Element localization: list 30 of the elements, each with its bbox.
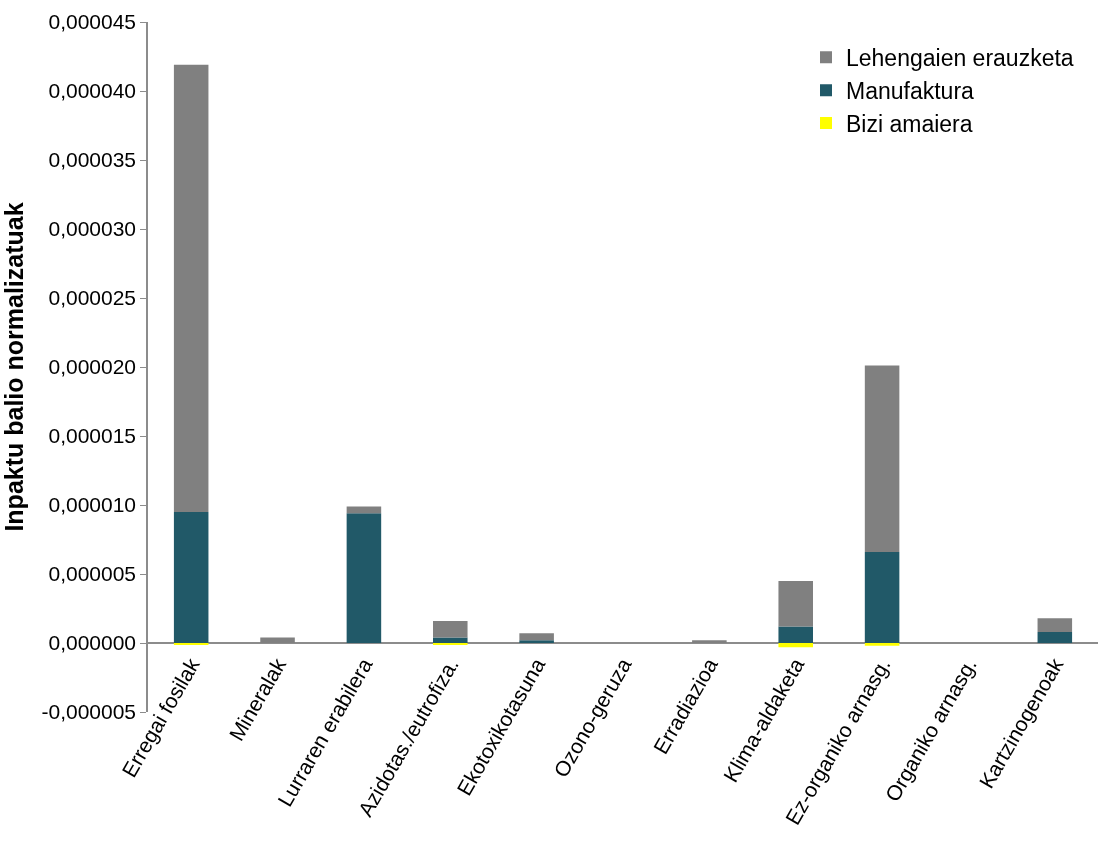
bar [173, 511, 209, 643]
bar [519, 640, 554, 643]
bar [346, 513, 382, 643]
bar [864, 365, 900, 552]
y-tick-label: 0,000020 [48, 355, 137, 379]
bar [778, 643, 813, 648]
bar [864, 643, 900, 646]
y-tick-label: 0,000045 [48, 10, 137, 34]
bar [433, 620, 468, 638]
bar [173, 64, 209, 512]
bar [433, 637, 468, 643]
y-tick-label: 0,000040 [48, 79, 137, 103]
bar [778, 626, 813, 643]
y-tick-label: 0,000000 [48, 631, 137, 655]
bar [519, 633, 554, 641]
y-axis-title: Inpaktu balio normalizatuak [0, 202, 28, 532]
bar [864, 551, 900, 643]
y-tick-label: 0,000010 [48, 493, 137, 517]
y-tick-label: 0,000030 [48, 217, 137, 241]
bar [1037, 618, 1073, 632]
y-tick-label: 0,000035 [48, 148, 137, 172]
y-tick-label: 0,000005 [48, 562, 137, 586]
legend-label: Bizi amaiera [846, 111, 973, 138]
legend-label: Manufaktura [846, 78, 975, 105]
legend-label: Lehengaien erauzketa [846, 45, 1074, 72]
y-tick-label: 0,000025 [48, 286, 137, 310]
bar [1037, 631, 1073, 643]
bar [778, 580, 813, 627]
bar [346, 506, 382, 514]
y-tick-label: 0,000015 [48, 424, 137, 448]
